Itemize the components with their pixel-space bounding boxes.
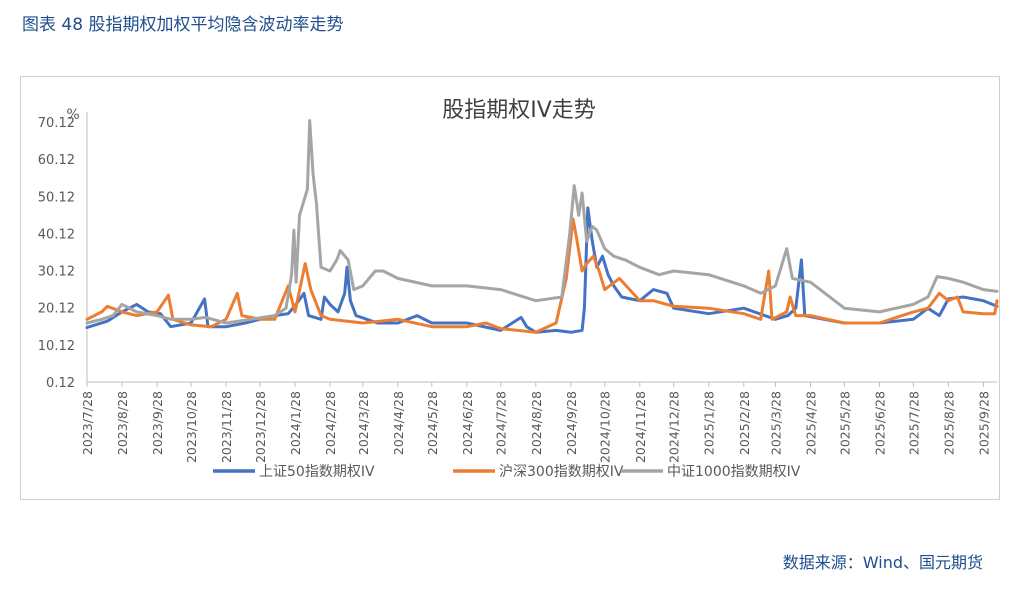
x-tick-label: 2025/3/28 <box>768 391 783 455</box>
series-line <box>85 217 999 334</box>
iv-line-chart: 股指期权IV走势 % 0.12 10.12 20.12 30.12 40.12 50.12… <box>38 98 999 480</box>
legend: 上证50指数期权IV 沪深300指数期权IV 中证1000指数期权IV <box>213 464 801 480</box>
y-tick-label: 30.12 <box>38 265 75 280</box>
x-tick-label: 2025/8/28 <box>941 391 956 455</box>
legend-label: 沪深300指数期权IV <box>499 464 624 480</box>
y-tick-label: 50.12 <box>38 190 75 205</box>
x-tick-label: 2024/8/28 <box>529 391 544 455</box>
x-tick-label: 2025/9/28 <box>976 391 991 455</box>
x-tick-label: 2023/7/28 <box>80 391 95 455</box>
series-lines <box>85 119 999 334</box>
x-tick-label: 2025/5/28 <box>837 391 852 455</box>
x-tick-label: 2024/3/28 <box>356 391 371 455</box>
source-note: 数据来源：Wind、国元期货 <box>782 553 983 572</box>
legend-label: 上证50指数期权IV <box>259 464 375 480</box>
x-tick-label: 2024/1/28 <box>288 391 303 455</box>
x-tick-label: 2025/2/28 <box>737 391 752 455</box>
series-line <box>85 119 999 325</box>
x-tick-label: 2024/9/28 <box>564 391 579 455</box>
x-tick-label: 2023/10/28 <box>184 391 199 463</box>
y-tick-label: 0.12 <box>46 376 75 391</box>
x-tick-label: 2025/6/28 <box>872 391 887 455</box>
x-tick-label: 2024/11/28 <box>633 391 648 463</box>
x-tick-label: 2025/1/28 <box>702 391 717 455</box>
y-tick-label: 20.12 <box>38 302 75 317</box>
x-tick-label: 2024/7/28 <box>494 391 509 455</box>
x-tick-label: 2024/10/28 <box>598 391 613 463</box>
x-tick-label: 2023/11/28 <box>219 391 234 463</box>
x-tick-label: 2024/4/28 <box>391 391 406 455</box>
y-axis: 0.12 10.12 20.12 30.12 40.12 50.12 60.12 70.12 <box>38 116 75 391</box>
series-line <box>85 206 999 334</box>
axes <box>86 112 997 383</box>
y-axis-unit: % <box>66 107 79 123</box>
chart-title: 股指期权IV走势 <box>442 98 596 123</box>
x-tick-label: 2024/6/28 <box>460 391 475 455</box>
figure-title: 图表 48 股指期权加权平均隐含波动率走势 <box>22 15 344 35</box>
x-tick-label: 2025/4/28 <box>803 391 818 455</box>
legend-label: 中证1000指数期权IV <box>667 464 801 480</box>
chart-frame: 股指期权IV走势 % 0.12 10.12 20.12 30.12 40.12 50.12… <box>20 76 1000 500</box>
y-tick-label: 70.12 <box>38 116 75 131</box>
x-tick-label: 2024/2/28 <box>323 391 338 455</box>
x-tick-label: 2024/12/28 <box>667 391 682 463</box>
y-tick-label: 60.12 <box>38 153 75 168</box>
x-tick-label: 2023/9/28 <box>150 391 165 455</box>
x-axis: 2023/7/28 2023/8/28 2023/9/28 2023/10/28 202… <box>80 382 991 463</box>
y-tick-label: 40.12 <box>38 227 75 242</box>
x-tick-label: 2024/5/28 <box>425 391 440 455</box>
x-tick-label: 2025/7/28 <box>906 391 921 455</box>
x-tick-label: 2023/12/28 <box>253 391 268 463</box>
y-tick-label: 10.12 <box>38 339 75 354</box>
x-tick-label: 2023/8/28 <box>115 391 130 455</box>
